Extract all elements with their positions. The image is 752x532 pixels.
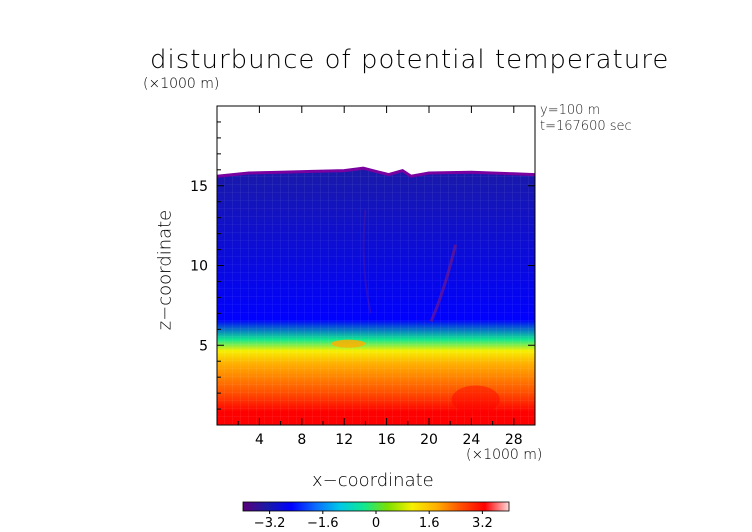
y-tick-label: 5 (199, 338, 208, 354)
chart-title: disturbunce of potential temperature (150, 45, 670, 75)
x-tick-label: 24 (462, 432, 480, 448)
warm-core (451, 385, 500, 414)
x-tick-label: 28 (505, 432, 523, 448)
colorbar-tick-label: 0 (372, 516, 380, 531)
y-tick-label: 15 (190, 179, 208, 195)
field-mesh-overlay (217, 168, 535, 425)
y-scale-note: (×1000 m) (143, 76, 220, 92)
x-scale-note: (×1000 m) (466, 447, 543, 463)
x-tick-label: 16 (378, 432, 396, 448)
y-position-note: y=100 m (540, 103, 601, 118)
plume-streak-2 (362, 209, 372, 314)
x-tick-label: 4 (255, 432, 264, 448)
x-tick-label: 12 (335, 432, 353, 448)
colorbar-tick-label: −3.2 (254, 516, 286, 531)
time-note: t=167600 sec (540, 119, 632, 134)
colorbar-tick-label: −1.6 (307, 516, 339, 531)
colorbar-tick-label: 3.2 (472, 516, 493, 531)
x-axis-label: x−coordinate (312, 470, 434, 491)
plume-streak (429, 244, 457, 322)
colorbar (242, 501, 510, 512)
x-tick-label: 20 (420, 432, 438, 448)
x-tick-label: 8 (297, 432, 306, 448)
field-top-boundary (216, 166, 536, 178)
colorbar-tick-label: 1.6 (419, 516, 440, 531)
y-tick-label: 10 (190, 259, 208, 275)
warm-anomaly (331, 339, 366, 348)
